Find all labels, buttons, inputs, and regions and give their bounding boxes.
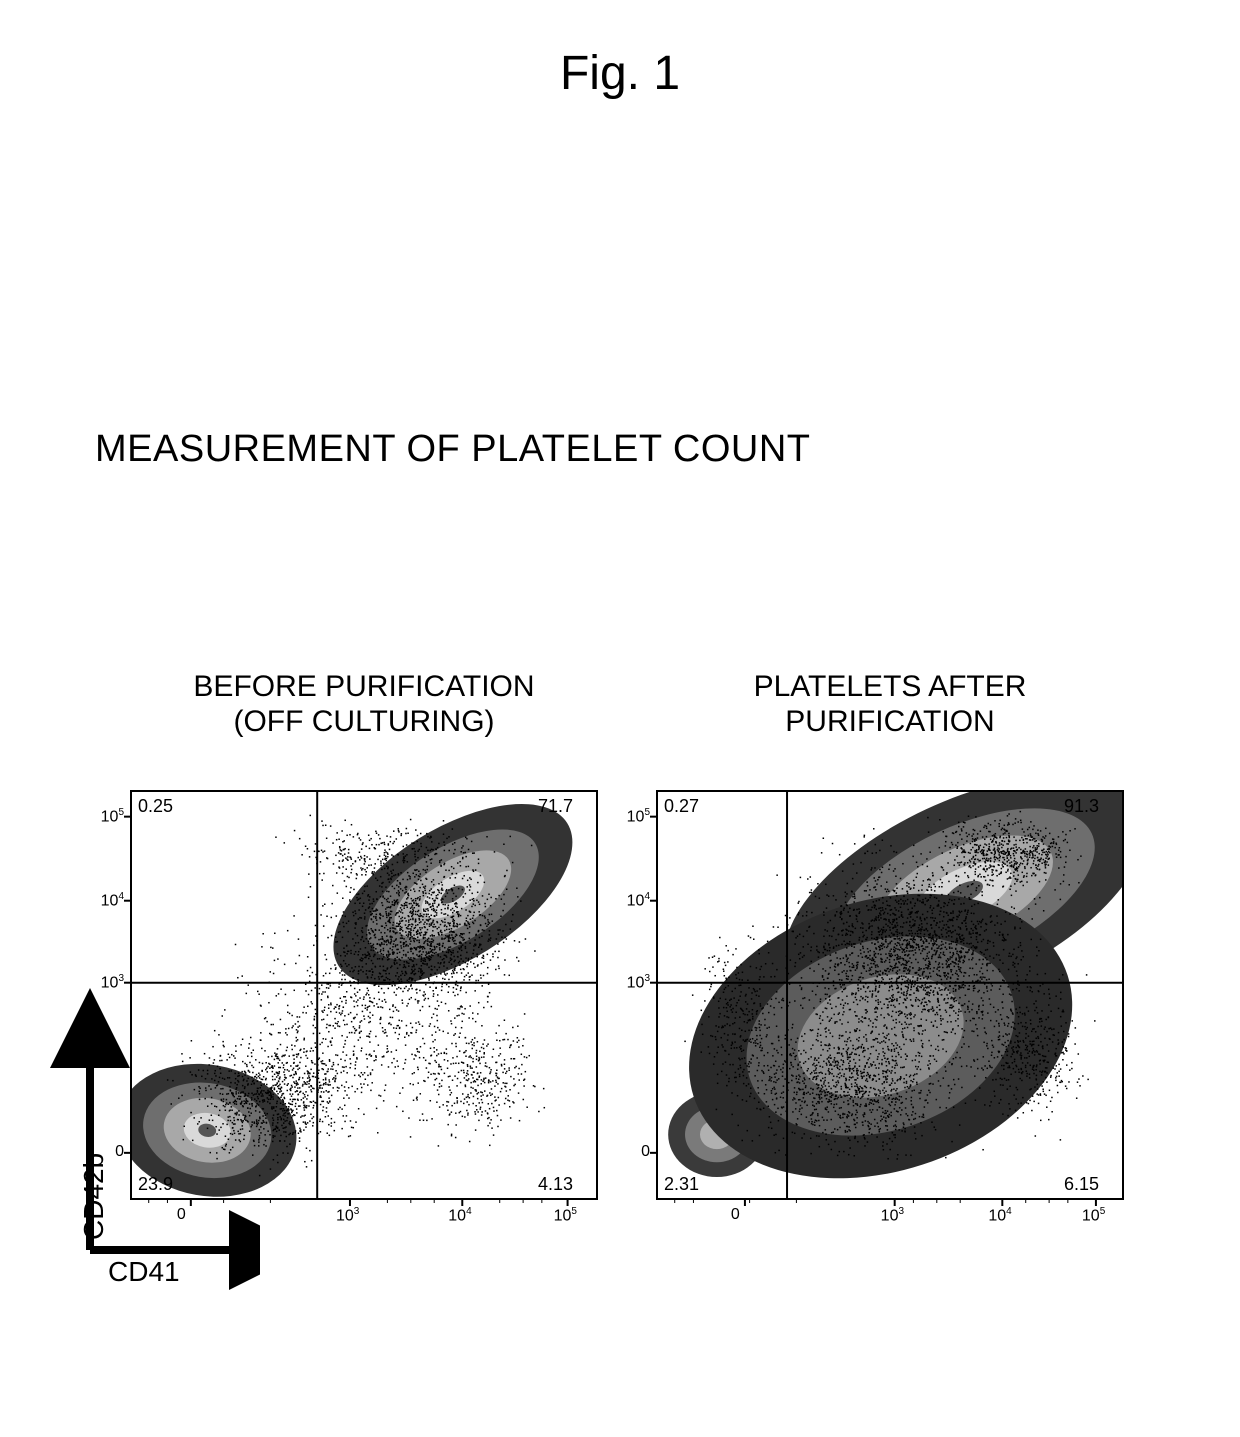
panel-title-before: BEFORE PURIFICATION (OFF CULTURING) [130, 670, 598, 739]
x-tick-label: 105 [554, 1206, 577, 1225]
y-tick-label: 104 [616, 891, 650, 910]
main-title: MEASUREMENT OF PLATELET COUNT [95, 428, 811, 471]
quadrant-lr-value: 6.15 [1064, 1174, 1099, 1195]
page: Fig. 1 MEASUREMENT OF PLATELET COUNT BEF… [0, 0, 1240, 1437]
y-tick-label: 103 [616, 973, 650, 992]
quadrant-lr-value: 4.13 [538, 1174, 573, 1195]
panel-title-after: PLATELETS AFTER PURIFICATION [656, 670, 1124, 739]
panel-title-line2: (OFF CULTURING) [233, 705, 494, 738]
quadrant-ur-value: 71.7 [538, 796, 573, 817]
flow-plot [656, 790, 1124, 1200]
y-axis-label: CD42b [78, 1153, 110, 1240]
axis-arrows: CD42b CD41 [30, 790, 260, 1290]
x-tick-label: 103 [881, 1206, 904, 1225]
panel-title-line1: PLATELETS AFTER [754, 670, 1027, 703]
panel-title-line1: BEFORE PURIFICATION [193, 670, 534, 703]
figure-title: Fig. 1 [0, 46, 1240, 101]
x-tick-label: 104 [448, 1206, 471, 1225]
x-axis-label: CD41 [108, 1256, 180, 1288]
y-tick-label: 0 [616, 1143, 650, 1161]
quadrant-ul-value: 0.27 [664, 796, 699, 817]
quadrant-ll-value: 2.31 [664, 1174, 699, 1195]
x-tick-label: 103 [336, 1206, 359, 1225]
quadrant-ur-value: 91.3 [1064, 796, 1099, 817]
axis-arrows-svg [30, 790, 260, 1290]
x-tick-label: 104 [988, 1206, 1011, 1225]
x-tick-label: 0 [731, 1206, 740, 1224]
y-tick-label: 105 [616, 807, 650, 826]
x-tick-label: 105 [1082, 1206, 1105, 1225]
panel-after-purification: PLATELETS AFTER PURIFICATION 01031041050… [656, 790, 1124, 1200]
panel-title-line2: PURIFICATION [785, 705, 994, 738]
